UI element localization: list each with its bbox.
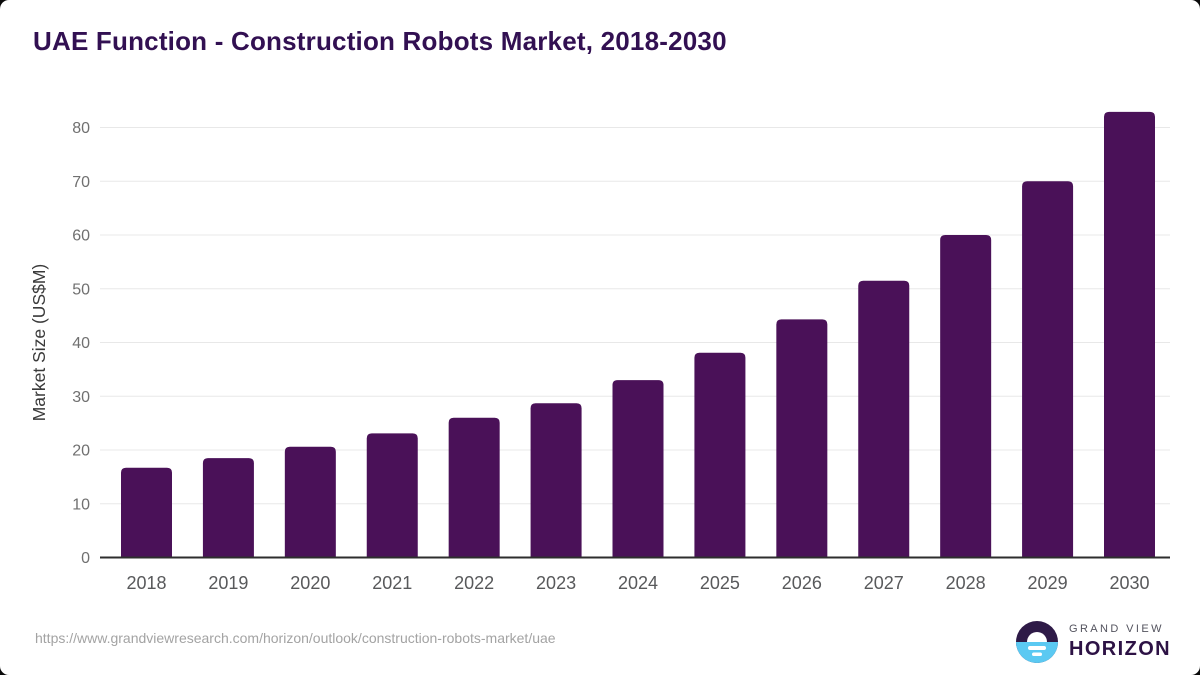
y-tick-label: 20 (72, 443, 90, 460)
bar (612, 380, 664, 558)
x-tick-label: 2029 (1028, 573, 1068, 593)
bar (1104, 111, 1155, 558)
y-tick-label: 60 (72, 228, 90, 245)
x-tick-label: 2026 (782, 573, 822, 593)
bar (858, 280, 910, 558)
x-tick-label: 2021 (372, 573, 412, 593)
page-title: UAE Function - Construction Robots Marke… (33, 26, 727, 56)
y-tick-label: 80 (72, 120, 90, 137)
bar (776, 319, 828, 558)
y-tick-label: 40 (72, 335, 90, 352)
bar (366, 433, 418, 558)
bar (940, 235, 992, 558)
x-tick-label: 2028 (946, 573, 986, 593)
logo-brand-name: GRAND VIEW (1069, 623, 1164, 635)
x-tick-label: 2020 (290, 573, 330, 593)
horizon-sun-logo-icon (1016, 621, 1058, 663)
bar (121, 467, 172, 558)
x-tick-label: 2024 (618, 573, 658, 593)
x-tick-label: 2019 (208, 573, 248, 593)
y-tick-label: 30 (72, 389, 90, 406)
y-tick-label: 50 (72, 281, 90, 298)
y-tick-label: 0 (81, 550, 90, 567)
grand-view-horizon-logo: GRAND VIEW HORIZON (1016, 621, 1171, 663)
x-tick-label: 2023 (536, 573, 576, 593)
bar (448, 417, 500, 558)
bar (202, 458, 254, 558)
bar (284, 446, 336, 558)
x-tick-label: 2018 (126, 573, 166, 593)
bar (1022, 181, 1074, 558)
x-tick-label: 2022 (454, 573, 494, 593)
logo-text: GRAND VIEW HORIZON (1069, 623, 1171, 661)
y-axis-title: Market Size (US$M) (29, 264, 49, 422)
bar (694, 352, 746, 558)
logo-product-name: HORIZON (1069, 638, 1172, 660)
x-tick-label: 2025 (700, 573, 740, 593)
x-tick-label: 2030 (1109, 573, 1149, 593)
y-tick-label: 70 (72, 174, 90, 191)
source-url: https://www.grandviewresearch.com/horizo… (35, 630, 556, 646)
y-tick-label: 10 (72, 496, 90, 513)
x-tick-label: 2027 (864, 573, 904, 593)
bar (530, 403, 582, 558)
